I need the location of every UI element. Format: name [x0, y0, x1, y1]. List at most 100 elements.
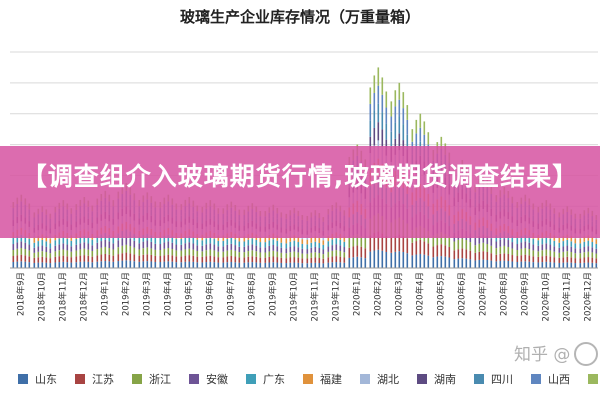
bar-segment [108, 234, 111, 242]
bar-segment [457, 249, 460, 259]
headline-banner[interactable]: 【调查组介入玻璃期货行情,玻璃期货调查结果】 [0, 146, 600, 238]
bar-segment [272, 239, 275, 245]
bar-segment [562, 241, 565, 247]
bar-segment [251, 238, 254, 245]
bar-segment [28, 256, 31, 263]
bar-segment [423, 121, 426, 135]
bar-segment [453, 250, 456, 260]
legend-item[interactable]: 江苏 [75, 371, 114, 387]
legend-item[interactable]: 安徽 [189, 371, 228, 387]
bar-segment [411, 255, 414, 268]
legend-item[interactable]: 浙江 [132, 371, 171, 387]
bar-segment [201, 245, 204, 252]
bar-segment [33, 262, 36, 268]
bar-segment [62, 255, 65, 262]
bar-segment [457, 258, 460, 268]
legend-item[interactable]: 福建 [303, 371, 342, 387]
bar-segment [238, 246, 241, 253]
bar-segment [83, 235, 86, 243]
legend-swatch [132, 374, 142, 384]
bar-segment [58, 244, 61, 251]
bar-segment [129, 260, 132, 268]
legend-label: 福建 [320, 373, 342, 386]
x-tick-label: 2020年2月 [373, 272, 384, 316]
x-tick-label: 2020年3月 [394, 272, 405, 316]
bar-segment [66, 244, 69, 251]
bar-segment [222, 240, 225, 247]
bar-segment [482, 259, 485, 268]
bar-segment [75, 238, 78, 245]
bar-segment [297, 257, 300, 263]
bar-segment [167, 241, 170, 249]
legend-item[interactable]: 广东 [246, 371, 285, 387]
bar-segment [24, 261, 27, 268]
bar-segment [247, 256, 250, 263]
bar-segment [486, 236, 489, 245]
legend-item[interactable]: 陕西 [588, 371, 600, 387]
bar-segment [558, 257, 561, 263]
bar-segment [91, 239, 94, 246]
bar-segment [553, 262, 556, 268]
bar-segment [117, 261, 120, 268]
bar-segment [331, 239, 334, 246]
bar-segment [163, 242, 166, 249]
bar-segment [125, 237, 128, 245]
bar-segment [339, 256, 342, 263]
bar-segment [549, 262, 552, 268]
legend-item[interactable]: 山西 [531, 371, 570, 387]
bar-segment [268, 240, 271, 246]
bar-segment [213, 256, 216, 263]
bar-segment [91, 262, 94, 268]
bar-segment [297, 262, 300, 268]
bar-segment [339, 251, 342, 257]
bar-segment [142, 261, 145, 268]
x-tick-label: 2019年6月 [205, 272, 216, 316]
bar-segment [474, 245, 477, 253]
bar-segment [234, 262, 237, 268]
bar-segment [314, 257, 317, 263]
legend-swatch [75, 374, 85, 384]
legend-item[interactable]: 四川 [474, 371, 513, 387]
bar-segment [188, 248, 191, 256]
bar-segment [511, 248, 514, 256]
x-tick-label: 2019年10月 [289, 272, 300, 321]
bar-segment [537, 245, 540, 252]
bar-segment [45, 241, 48, 247]
bar-segment [96, 255, 99, 262]
bar-segment [579, 238, 582, 244]
bar-segment [381, 112, 384, 130]
legend-item[interactable]: 湖北 [360, 371, 399, 387]
bar-segment [314, 236, 317, 242]
bar-segment [532, 262, 535, 268]
bar-segment [314, 252, 317, 258]
bar-segment [41, 245, 44, 252]
bar-segment [537, 240, 540, 246]
bar-segment [343, 252, 346, 258]
bar-segment [62, 249, 65, 256]
bar-segment [583, 257, 586, 263]
bar-segment [381, 77, 384, 95]
bar-segment [415, 254, 418, 268]
bar-segment [112, 243, 115, 250]
bar-segment [507, 254, 510, 262]
bar-segment [259, 252, 262, 258]
bar-segment [566, 251, 569, 257]
bar-segment [432, 246, 435, 258]
x-tick-label: 2019年2月 [121, 272, 132, 316]
bar-segment [595, 258, 598, 264]
bar-segment [264, 262, 267, 268]
bar-segment [486, 260, 489, 268]
bar-segment [348, 237, 351, 248]
legend-label: 四川 [491, 373, 513, 386]
legend-swatch [189, 374, 199, 384]
legend-item[interactable]: 湖南 [417, 371, 456, 387]
bar-segment [360, 236, 363, 247]
bar-segment [280, 262, 283, 268]
bar-segment [516, 250, 519, 257]
bar-segment [385, 235, 388, 252]
bar-segment [373, 250, 376, 268]
bar-segment [314, 262, 317, 268]
bar-segment [318, 243, 321, 249]
bar-segment [356, 234, 359, 246]
legend-item[interactable]: 山东 [18, 371, 57, 387]
